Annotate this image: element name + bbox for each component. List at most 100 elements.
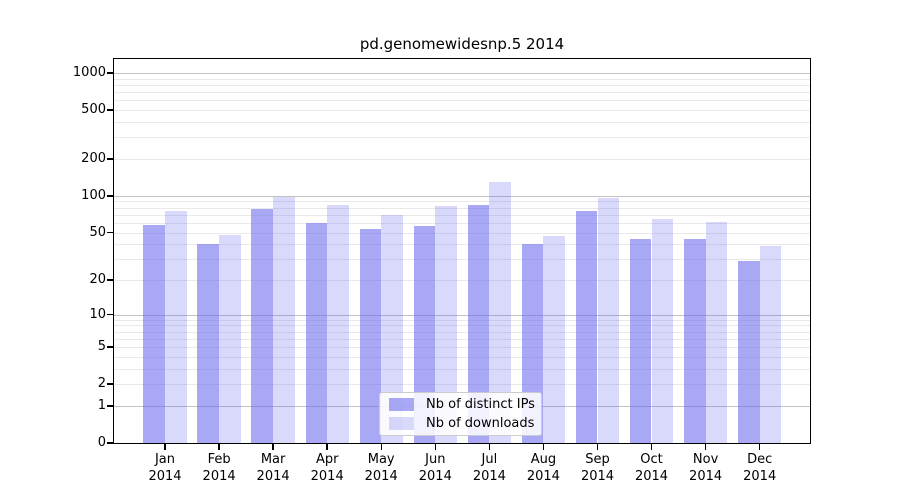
gridline-minor-3 [114, 368, 810, 370]
bar-ips-jul [467, 205, 490, 443]
y-tick-mark-1 [107, 405, 114, 407]
gridline-minor-300 [114, 137, 810, 139]
y-tick-label-10: 10 [89, 306, 106, 322]
legend: Nb of distinct IPs Nb of downloads [379, 392, 542, 436]
bar-downloads-apr [327, 205, 349, 443]
y-tick-label-1000: 1000 [72, 65, 106, 80]
x-tick-label-jan: Jan 2014 [148, 452, 182, 484]
y-tick-label-2: 2 [97, 376, 106, 392]
gridline-minor-50 [114, 232, 810, 234]
x-tick-mark-feb [218, 443, 220, 450]
legend-swatch-downloads-icon [389, 417, 414, 430]
gridline-minor-900 [114, 78, 810, 80]
y-tick-label-50: 50 [89, 224, 106, 240]
x-tick-mark-apr [326, 443, 328, 450]
gridline-minor-600 [114, 100, 810, 102]
gridline-minor-80 [114, 207, 810, 209]
bar-ips-nov [683, 239, 706, 443]
bar-ips-dec [738, 260, 760, 443]
bar-downloads-aug [543, 235, 566, 443]
y-tick-mark-5 [107, 346, 114, 348]
legend-label-downloads: Nb of downloads [426, 416, 535, 431]
gridline-minor-800 [114, 85, 810, 86]
x-tick-mark-jun [434, 443, 437, 450]
legend-label-distinct-ips: Nb of distinct IPs [426, 397, 535, 412]
gridline-minor-400 [114, 122, 810, 123]
gridline-minor-30 [114, 259, 810, 261]
gridline-minor-90 [114, 201, 810, 203]
y-tick-label-1: 1 [97, 397, 106, 413]
gridline-minor-7 [114, 331, 810, 333]
x-tick-label-oct: Oct 2014 [634, 452, 669, 484]
x-tick-mark-jan [164, 443, 166, 450]
y-tick-label-0: 0 [97, 435, 106, 450]
bar-downloads-nov [705, 222, 728, 443]
y-tick-label-5: 5 [97, 339, 106, 355]
gridline-minor-8 [114, 325, 810, 327]
gridline-minor-60 [114, 222, 810, 224]
y-tick-mark-0 [107, 442, 114, 444]
gridline-minor-9 [114, 319, 810, 321]
bar-ips-jan [143, 224, 165, 443]
gridline-minor-4 [114, 356, 810, 358]
gridline-minor-2 [114, 384, 810, 386]
x-tick-label-may: May 2014 [364, 452, 398, 484]
gridline-major-10 [114, 314, 810, 316]
bar-downloads-mar [273, 196, 295, 443]
bar-downloads-may [381, 214, 403, 443]
y-tick-label-20: 20 [89, 272, 106, 287]
x-tick-label-jun: Jun 2014 [418, 452, 452, 484]
gridline-major-100 [114, 195, 810, 197]
x-tick-label-mar: Mar 2014 [256, 452, 290, 484]
x-tick-label-feb: Feb 2014 [202, 452, 236, 484]
y-tick-label-100: 100 [81, 187, 106, 203]
y-tick-mark-500 [107, 109, 114, 111]
gridline-minor-200 [114, 159, 810, 160]
y-tick-mark-2 [107, 383, 114, 385]
x-tick-label-apr: Apr 2014 [310, 452, 344, 484]
bar-downloads-feb [219, 234, 241, 443]
x-tick-label-dec: Dec 2014 [743, 452, 777, 484]
bar-downloads-jul [489, 181, 512, 443]
bar-ips-may [359, 229, 382, 443]
bar-ips-sep [575, 211, 598, 443]
bar-ips-oct [629, 239, 652, 443]
plot-area: Nb of distinct IPs Nb of downloads [114, 59, 810, 443]
bar-downloads-jun [435, 206, 457, 443]
y-tick-mark-20 [107, 279, 114, 281]
x-tick-label-jul: Jul 2014 [472, 452, 506, 484]
bar-ips-apr [305, 222, 328, 443]
y-tick-mark-50 [107, 231, 114, 234]
bar-ips-feb [197, 244, 220, 443]
y-tick-mark-100 [107, 195, 114, 197]
bar-downloads-oct [651, 218, 674, 443]
x-tick-label-sep: Sep 2014 [580, 452, 615, 484]
bar-ips-mar [251, 209, 274, 443]
bar-downloads-dec [759, 245, 782, 443]
bar-downloads-sep [597, 197, 620, 443]
bar-ips-jun [413, 225, 436, 443]
gridline-major-1000 [114, 73, 810, 74]
x-tick-mark-dec [758, 443, 761, 450]
legend-swatch-distinct-ips-icon [389, 398, 414, 411]
x-tick-mark-nov [704, 443, 707, 450]
x-tick-label-aug: Aug 2014 [526, 452, 560, 484]
gridline-minor-70 [114, 214, 810, 216]
chart-title: pd.genomewidesnp.5 2014 [359, 35, 565, 53]
x-tick-mark-oct [650, 443, 653, 450]
y-tick-label-200: 200 [81, 151, 106, 166]
x-tick-mark-aug [542, 443, 545, 450]
x-tick-mark-mar [272, 443, 274, 450]
y-tick-mark-200 [107, 158, 114, 160]
y-tick-mark-10 [107, 313, 114, 316]
gridline-minor-20 [114, 280, 810, 281]
bar-downloads-jan [165, 211, 187, 443]
legend-entry-distinct-ips: Nb of distinct IPs [389, 395, 541, 414]
gridline-minor-500 [114, 110, 810, 112]
x-tick-label-nov: Nov 2014 [689, 452, 723, 484]
x-tick-mark-jul [488, 443, 491, 450]
legend-entry-downloads: Nb of downloads [389, 414, 541, 433]
y-tick-mark-1000 [107, 72, 114, 74]
x-tick-mark-sep [596, 443, 599, 450]
